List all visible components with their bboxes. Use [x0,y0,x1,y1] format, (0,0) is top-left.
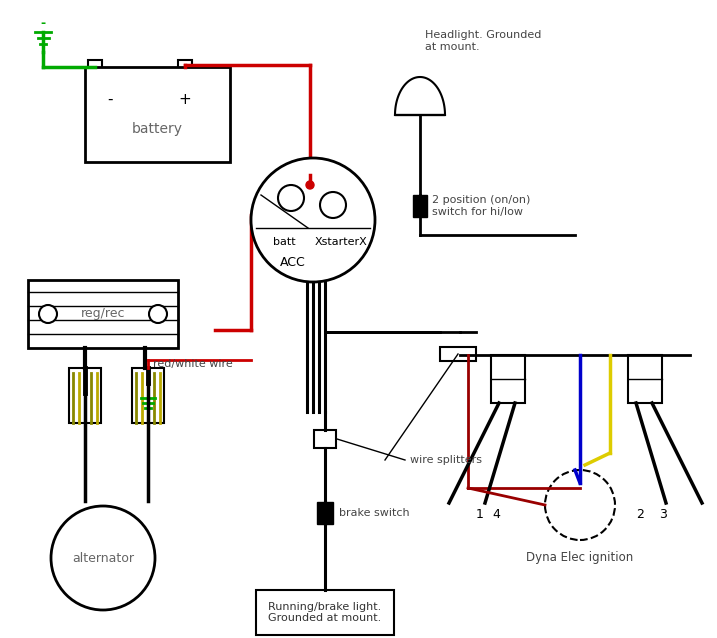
Text: battery: battery [132,122,183,136]
Circle shape [545,470,615,540]
Bar [317,502,333,524]
Polygon shape [395,77,445,115]
Bar [88,60,102,74]
Circle shape [39,305,57,323]
Text: -: - [108,91,113,107]
Text: 3: 3 [659,508,667,521]
Bar [440,347,476,361]
Text: 1: 1 [476,508,484,521]
Text: Running/brake light.
Grounded at mount.: Running/brake light. Grounded at mount. [268,602,381,623]
Circle shape [320,192,346,218]
Bar [69,368,101,423]
Text: -: - [40,17,46,30]
Text: brake switch: brake switch [339,508,409,518]
Text: reg/rec: reg/rec [81,308,125,320]
Bar [314,430,336,448]
Circle shape [306,181,314,189]
Bar [491,355,525,403]
Bar [178,60,192,74]
Bar [256,590,394,635]
Bar [628,355,662,403]
Text: 2 position (on/on)
switch for hi/low: 2 position (on/on) switch for hi/low [432,195,531,217]
Text: batt: batt [273,237,295,247]
Bar [413,195,427,217]
Text: ACC: ACC [280,255,306,269]
Text: red/white wire: red/white wire [153,359,233,369]
Text: XstarterX: XstarterX [315,237,368,247]
Text: +: + [179,91,191,107]
Bar [85,67,230,162]
Circle shape [51,506,155,610]
Circle shape [149,305,167,323]
Circle shape [278,185,304,211]
Text: 4: 4 [492,508,500,521]
Bar [28,280,178,348]
Text: Dyna Elec ignition: Dyna Elec ignition [526,551,634,565]
Text: alternator: alternator [72,551,134,565]
Bar [132,368,164,423]
Text: Headlight. Grounded
at mount.: Headlight. Grounded at mount. [425,30,541,52]
Circle shape [251,158,375,282]
Text: 2: 2 [636,508,644,521]
Text: wire splitters: wire splitters [410,455,482,465]
